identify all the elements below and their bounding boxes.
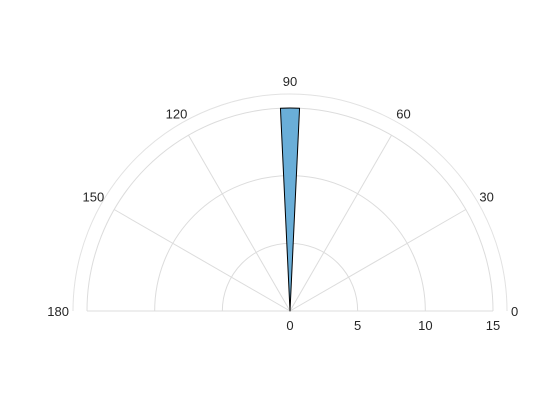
histogram-bar-0 (279, 107, 301, 312)
tick-labels: 0 30 60 90 120 150 180 0 5 10 15 (47, 74, 518, 333)
theta-spoke-150 (113, 209, 291, 312)
theta-tick-label-180: 180 (47, 304, 69, 319)
theta-tick-label-120: 120 (166, 106, 188, 121)
r-tick-label-0: 0 (286, 318, 293, 333)
theta-tick-label-60: 60 (396, 106, 410, 121)
outer-frame-arc (72, 93, 508, 312)
polar-grid (72, 93, 508, 312)
theta-tick-label-150: 150 (83, 190, 105, 205)
theta-spoke-120 (188, 134, 291, 312)
histogram-bars (279, 107, 301, 312)
theta-tick-label-30: 30 (479, 190, 493, 205)
r-tick-label-10: 10 (418, 318, 432, 333)
r-tick-label-15: 15 (486, 318, 500, 333)
theta-spoke-30 (289, 209, 467, 312)
r-tick-label-5: 5 (354, 318, 361, 333)
theta-spoke-60 (289, 134, 392, 312)
theta-tick-label-90: 90 (283, 74, 297, 89)
theta-tick-label-0: 0 (511, 304, 518, 319)
